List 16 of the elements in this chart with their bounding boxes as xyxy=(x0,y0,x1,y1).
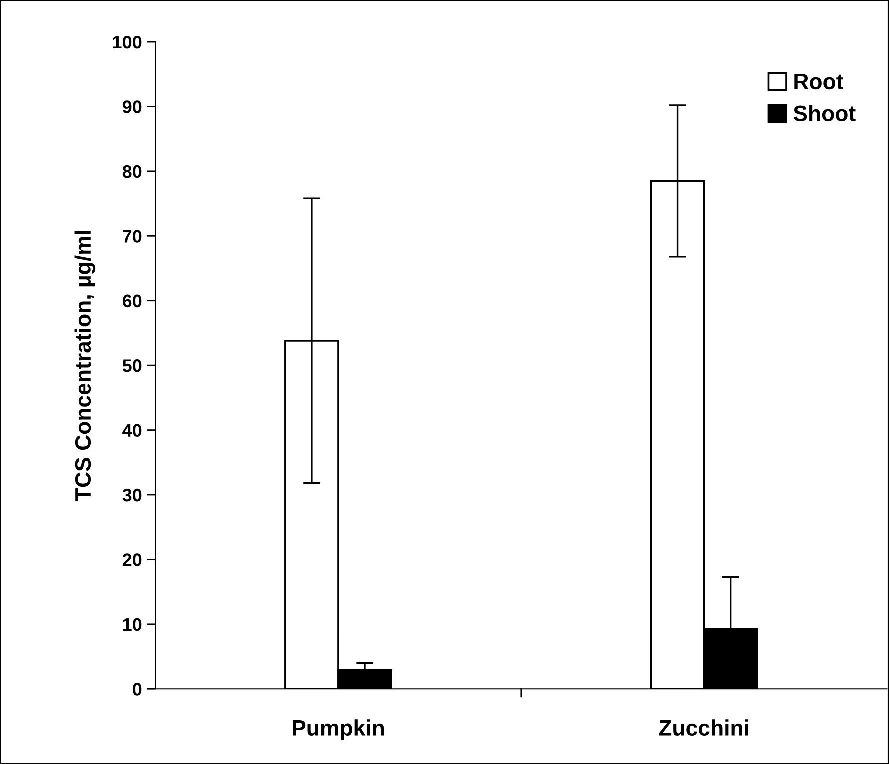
y-tick-label: 30 xyxy=(122,488,142,502)
y-axis-title: TCS Concentration, µg/ml xyxy=(74,231,96,502)
x-tick-label: Pumpkin xyxy=(293,720,384,740)
y-tick-label: 60 xyxy=(122,294,142,308)
legend-label: Root xyxy=(794,74,844,90)
y-tick-label: 20 xyxy=(122,554,142,566)
y-tick-label: 0 xyxy=(133,683,142,696)
x-tick-label: Zucchini xyxy=(659,720,748,736)
y-tick-label: 40 xyxy=(122,424,142,438)
y-tick-label: 70 xyxy=(123,230,142,243)
y-tick-label: 100 xyxy=(113,36,142,49)
y-tick-label: 80 xyxy=(122,165,142,178)
y-tick-label: 50 xyxy=(122,360,142,372)
y-tick-label: 90 xyxy=(122,100,142,114)
y-tick-label: 10 xyxy=(123,618,142,632)
legend-label: Shoot xyxy=(794,105,856,122)
